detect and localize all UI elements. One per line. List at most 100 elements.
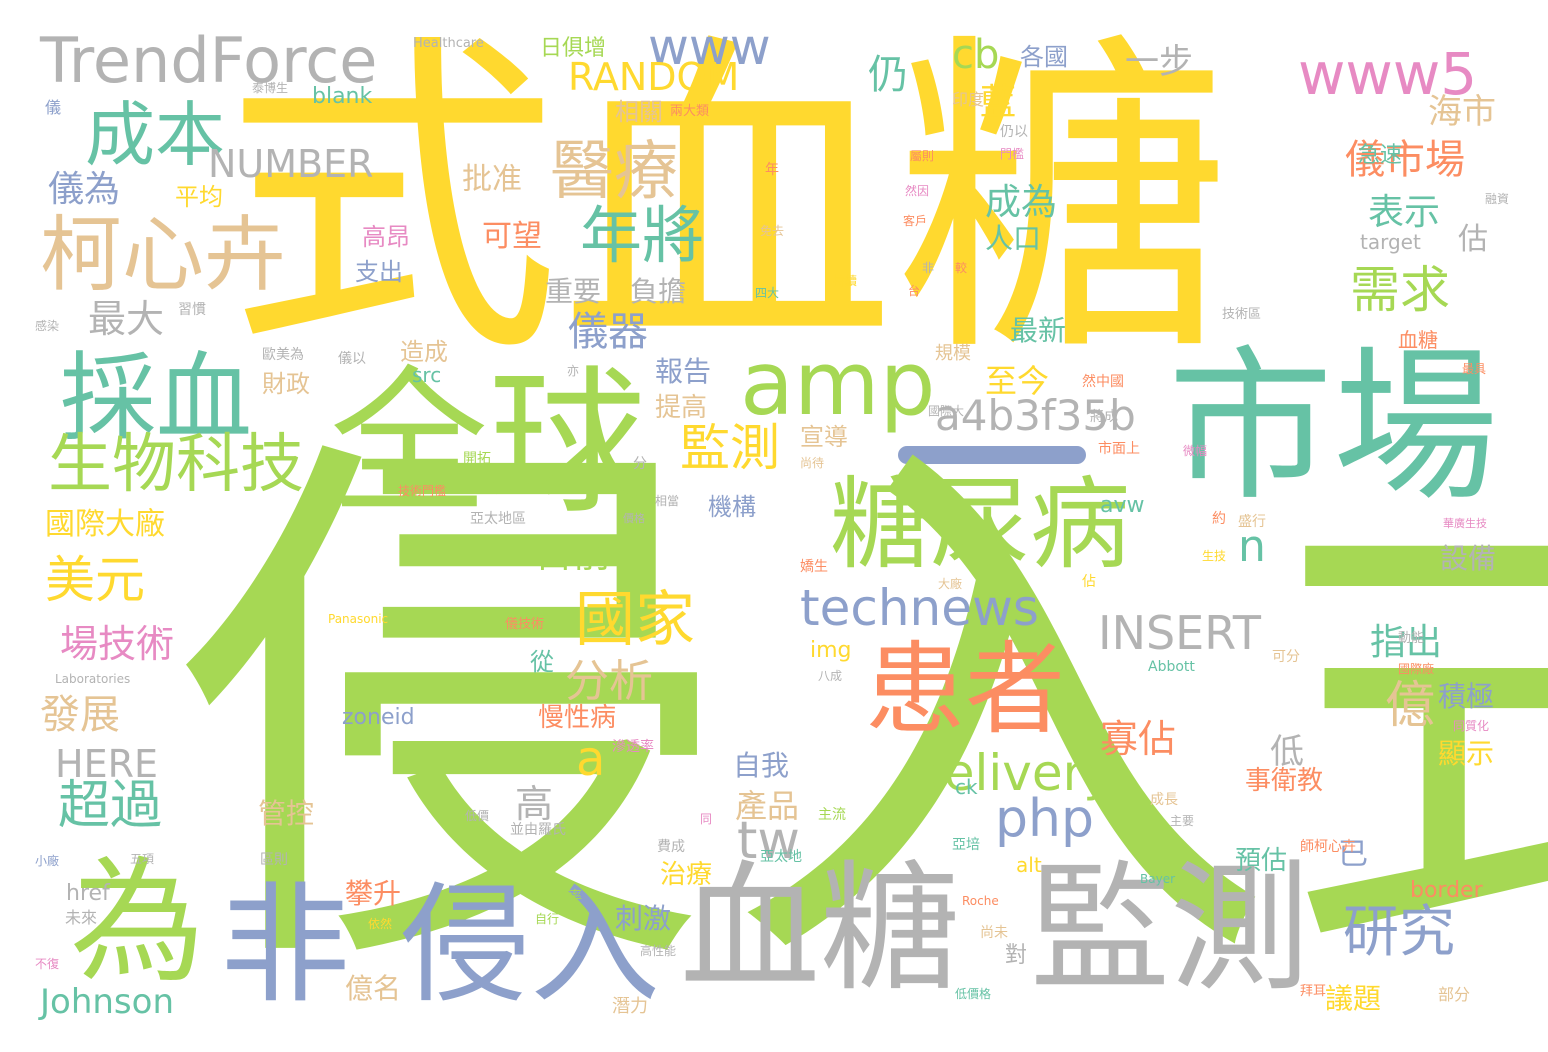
word: 高昂: [362, 223, 410, 251]
word: 習慣: [178, 302, 206, 318]
word: 事衛教: [1245, 766, 1324, 796]
word: 可分: [1272, 649, 1300, 665]
word: 儀器: [568, 309, 648, 355]
word: 佔: [1082, 574, 1096, 590]
word: 成長: [1150, 792, 1178, 808]
word: 兩大類: [670, 104, 710, 119]
word: 顯示: [1438, 737, 1495, 770]
word: 宣導: [800, 423, 848, 451]
word: n: [1238, 521, 1266, 572]
word: www: [648, 18, 771, 76]
word: 師柯心卉: [1300, 839, 1356, 855]
word: php: [995, 789, 1094, 849]
word: 管控: [258, 797, 315, 830]
word: 全球: [330, 352, 646, 536]
word: 式血糖: [225, 7, 1230, 397]
word: 儀: [45, 98, 62, 117]
word: 融資: [1485, 192, 1510, 206]
word: 最大: [88, 297, 165, 341]
word: 造成: [400, 338, 448, 366]
word: INSERT: [1098, 606, 1261, 660]
word: 侵入式: [175, 394, 1548, 1035]
word: 成本: [85, 94, 225, 176]
word: 攀升: [345, 877, 402, 910]
word: 年: [765, 162, 779, 178]
word: 盛行: [1238, 514, 1266, 530]
word: 低價: [465, 809, 490, 823]
word: 積極: [1438, 680, 1495, 713]
word: 仍以: [1000, 124, 1028, 140]
word: 億: [1385, 676, 1435, 734]
word: 非: [220, 869, 351, 1021]
word: 海市: [1428, 92, 1496, 132]
word: 部分: [1438, 985, 1471, 1004]
word: Johnson: [40, 982, 174, 1022]
word: 醫療: [550, 135, 678, 209]
word: 需求: [1350, 261, 1450, 319]
word: 門檻: [1000, 147, 1025, 161]
word: 重要: [545, 275, 602, 308]
word: RANDOM: [568, 55, 740, 99]
word: 相當: [655, 494, 680, 508]
word: 主流: [818, 807, 846, 823]
word: 不復: [35, 957, 60, 971]
word: 歐美為: [262, 347, 304, 363]
word: 表示: [1368, 192, 1441, 233]
word: 並由羅氏: [510, 822, 566, 838]
word: 平均: [175, 183, 223, 211]
word: 超過: [58, 776, 163, 836]
word: 監測: [680, 419, 780, 477]
word: 儀技術: [505, 617, 545, 632]
word: 最具: [1462, 362, 1487, 376]
word: 採血: [60, 342, 252, 454]
word: 亦: [567, 364, 580, 378]
word: 開拓: [463, 451, 491, 467]
word: 同: [700, 812, 713, 826]
word: 動能: [1398, 631, 1425, 646]
word: 糖尿病: [830, 466, 1130, 583]
word: 八成: [818, 669, 843, 683]
word: 低價格: [955, 987, 992, 1001]
word: 客戶: [903, 214, 928, 228]
word: 年將: [580, 199, 705, 272]
word: 印度: [952, 90, 985, 109]
dash-stroke: [898, 446, 1086, 464]
word: 免去: [760, 224, 785, 238]
word: HERE: [55, 742, 158, 786]
word: 治療: [660, 860, 713, 890]
word: 為: [70, 844, 205, 1001]
word: www5: [1298, 40, 1478, 108]
word: 國際大廠: [45, 507, 165, 542]
word: 血糖: [1398, 328, 1438, 352]
word: alt: [1016, 853, 1042, 877]
word: 發展: [40, 692, 120, 738]
word: Bayer: [1140, 872, 1176, 886]
word: 指出: [1370, 622, 1443, 663]
word: Roche: [962, 894, 999, 908]
word: 研究: [1343, 900, 1455, 965]
word: 國際廠: [1398, 662, 1435, 676]
word: ck: [955, 775, 978, 799]
word: 侵入: [400, 869, 661, 1021]
word: 價格: [623, 512, 645, 525]
word: 尚未: [980, 925, 1008, 941]
word: 華廣生技: [1443, 517, 1487, 530]
word: 報告: [655, 355, 712, 388]
word: 屬則: [910, 149, 935, 163]
word: 日俱增: [540, 36, 607, 61]
word: 儀市場: [1345, 137, 1465, 183]
word: src: [412, 363, 442, 387]
word: 滲透率: [612, 739, 654, 755]
word: avw: [1100, 493, 1145, 518]
word: 儀為: [48, 169, 121, 210]
word: 主要: [1170, 814, 1195, 828]
word: 技術區: [1222, 307, 1262, 322]
word: 高: [515, 782, 554, 826]
word: zoneid: [342, 705, 415, 730]
word: 四大: [755, 286, 780, 300]
word: 成為: [985, 182, 1058, 223]
word: 已: [1338, 837, 1368, 872]
word: href: [66, 881, 110, 906]
word: 生物科技: [48, 428, 304, 502]
word: 寡佔: [1100, 717, 1177, 761]
